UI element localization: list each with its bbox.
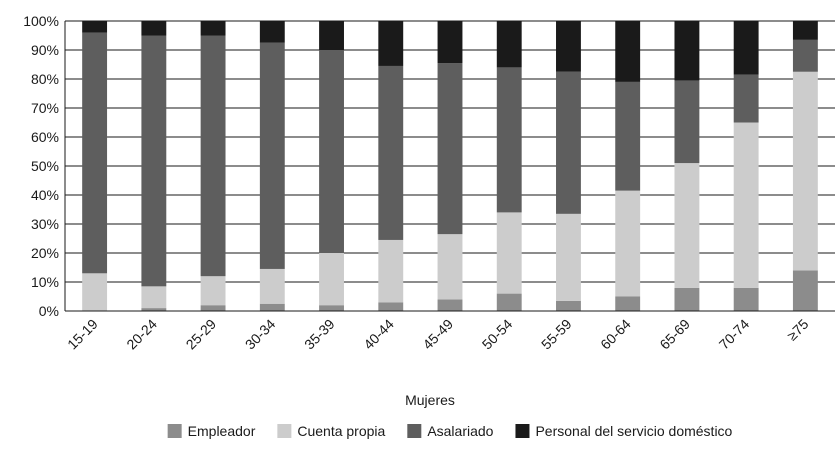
- bar-segment-4: [496, 21, 522, 68]
- bar-segment-1: [437, 299, 463, 311]
- y-tick-label: 80%: [31, 71, 59, 87]
- bar-segment-4: [82, 21, 108, 33]
- axis-layer: [64, 21, 835, 312]
- bar-segment-3: [378, 65, 404, 240]
- bar-segment-2: [200, 276, 226, 306]
- x-category-label: 30-34: [242, 316, 279, 353]
- legend-item: Empleador: [167, 423, 256, 439]
- bar-segment-2: [733, 122, 759, 288]
- x-category-label: 15-19: [64, 316, 101, 353]
- legend: Empleador Cuenta propia Asalariado Personal…: [167, 423, 733, 439]
- bar-segment-1: [792, 270, 818, 311]
- y-tick-label: 90%: [31, 42, 59, 58]
- bar-segment-3: [556, 71, 581, 214]
- bar-segment-4: [792, 21, 818, 40]
- x-category-label: 70-74: [716, 316, 753, 353]
- bar-segment-2: [319, 253, 344, 306]
- legend-label: Personal del servicio doméstico: [535, 423, 732, 439]
- bar-segment-2: [556, 213, 581, 301]
- bar-segment-1: [319, 305, 344, 311]
- legend-swatch: [407, 424, 422, 438]
- x-category-label: 40-44: [360, 316, 397, 353]
- bar-segment-4: [259, 21, 285, 43]
- legend-label: Empleador: [188, 423, 256, 439]
- bar-segment-3: [82, 32, 108, 274]
- bar-segment-4: [556, 21, 581, 72]
- y-tick-label: 100%: [23, 13, 59, 29]
- bar-segment-1: [378, 302, 404, 311]
- x-category-label: 60-64: [597, 316, 634, 353]
- x-category-label: 25-29: [183, 316, 220, 353]
- bar-segment-1: [556, 300, 581, 311]
- bar-segment-2: [615, 190, 641, 297]
- legend-item: Cuenta propia: [277, 423, 386, 439]
- bar-segment-3: [615, 81, 641, 191]
- x-axis-title: Mujeres: [405, 392, 455, 408]
- bar-segment-3: [733, 74, 759, 123]
- x-category-label: 45-49: [419, 316, 456, 353]
- bars-layer: [82, 21, 818, 311]
- bar-segment-1: [259, 303, 285, 311]
- bar-segment-3: [496, 67, 522, 213]
- bar-segment-3: [674, 80, 700, 164]
- bar-segment-3: [200, 35, 226, 277]
- y-tick-label: 10%: [31, 274, 59, 290]
- x-category-label: 55-59: [538, 316, 575, 353]
- bar-segment-2: [437, 234, 463, 300]
- x-category-label: ≥75: [784, 316, 812, 344]
- bar-segment-4: [615, 21, 641, 82]
- bar-segment-2: [259, 268, 285, 304]
- bar-segment-4: [200, 21, 226, 36]
- x-category-label: 50-54: [479, 316, 516, 353]
- bar-segment-4: [733, 21, 759, 75]
- x-category-label: 35-39: [301, 316, 338, 353]
- bar-segment-2: [378, 239, 404, 303]
- bar-segment-4: [378, 21, 404, 66]
- bar-segment-1: [615, 296, 641, 311]
- bar-segment-3: [437, 63, 463, 235]
- bar-segment-2: [141, 286, 167, 309]
- bar-segment-3: [259, 42, 285, 269]
- bar-segment-3: [792, 39, 818, 72]
- y-tick-label: 40%: [31, 187, 59, 203]
- bar-segment-4: [319, 21, 344, 50]
- bar-segment-1: [496, 293, 522, 311]
- y-tick-label: 0%: [39, 303, 59, 319]
- bar-segment-1: [200, 305, 226, 311]
- legend-item: Personal del servicio doméstico: [515, 423, 733, 439]
- x-category-label: 20-24: [123, 316, 160, 353]
- y-tick-label: 60%: [31, 129, 59, 145]
- y-tick-label: 50%: [31, 158, 59, 174]
- bar-segment-1: [674, 287, 700, 311]
- bar-segment-2: [496, 212, 522, 294]
- legend-item: Asalariado: [407, 423, 494, 439]
- legend-label: Asalariado: [427, 423, 493, 439]
- legend-swatch: [277, 424, 292, 438]
- y-tick-label: 30%: [31, 216, 59, 232]
- legend-swatch: [167, 424, 182, 438]
- legend-swatch: [515, 424, 530, 438]
- bar-segment-3: [141, 35, 167, 287]
- bar-segment-1: [733, 287, 759, 311]
- bar-segment-2: [792, 71, 818, 271]
- bar-segment-4: [437, 21, 463, 64]
- y-tick-label: 70%: [31, 100, 59, 116]
- y-tick-labels: 0% 10% 20% 30% 40% 50% 60% 70% 80% 90% 100%: [23, 13, 59, 319]
- bar-segment-2: [82, 273, 108, 311]
- bar-segment-4: [141, 21, 167, 36]
- x-category-labels: 15-19 20-24 25-29 30-34 35-39 40-44 45-49 50-54…: [64, 316, 812, 353]
- bar-segment-1: [141, 308, 167, 311]
- bar-segment-4: [674, 21, 700, 81]
- y-tick-label: 20%: [31, 245, 59, 261]
- legend-label: Cuenta propia: [297, 423, 385, 439]
- bar-segment-2: [674, 163, 700, 288]
- bar-segment-3: [319, 50, 344, 253]
- x-category-label: 65-69: [656, 316, 693, 353]
